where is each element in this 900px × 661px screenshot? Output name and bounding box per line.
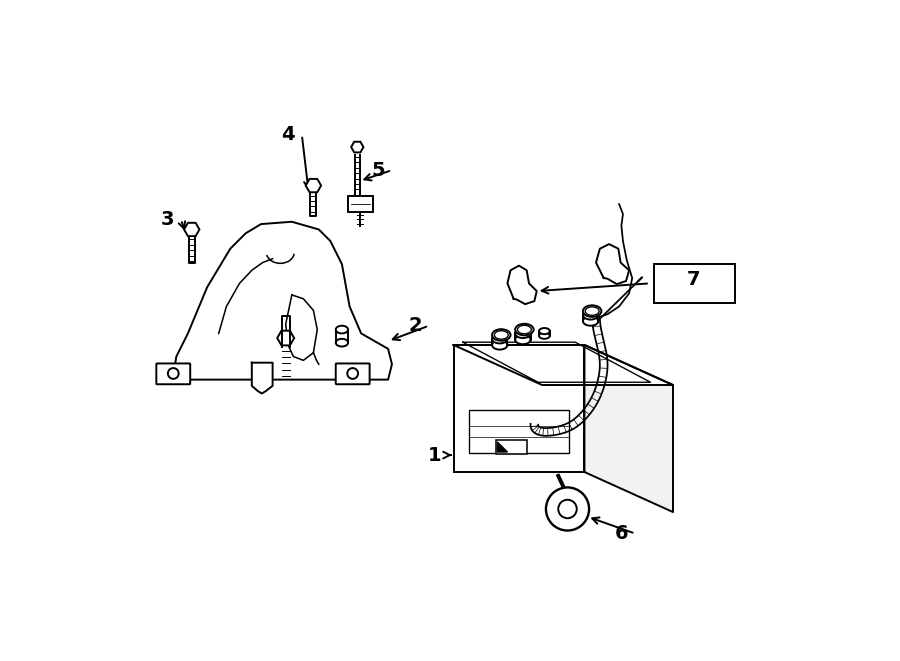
Ellipse shape	[492, 334, 508, 344]
Ellipse shape	[539, 332, 550, 339]
FancyBboxPatch shape	[157, 364, 190, 384]
Bar	[496, 440, 526, 453]
Ellipse shape	[539, 328, 550, 334]
Text: 3: 3	[160, 210, 174, 229]
Bar	[348, 196, 373, 212]
Polygon shape	[285, 295, 318, 360]
Ellipse shape	[583, 310, 599, 319]
Circle shape	[168, 368, 179, 379]
Ellipse shape	[585, 307, 599, 315]
Polygon shape	[584, 345, 673, 512]
Ellipse shape	[494, 330, 508, 339]
Ellipse shape	[515, 329, 531, 338]
Polygon shape	[498, 442, 508, 452]
Text: 1: 1	[428, 446, 441, 465]
Polygon shape	[252, 363, 273, 393]
Ellipse shape	[515, 324, 534, 335]
Text: 6: 6	[615, 524, 628, 543]
Circle shape	[558, 500, 577, 518]
Text: 2: 2	[409, 316, 422, 335]
Polygon shape	[508, 266, 536, 304]
Ellipse shape	[492, 340, 508, 350]
Ellipse shape	[518, 325, 531, 334]
Bar	[653, 264, 734, 303]
Bar	[469, 410, 569, 453]
Text: 7: 7	[687, 270, 700, 289]
Circle shape	[546, 487, 590, 531]
Ellipse shape	[492, 329, 510, 340]
FancyBboxPatch shape	[336, 364, 370, 384]
Ellipse shape	[336, 339, 348, 346]
Ellipse shape	[583, 305, 601, 317]
Polygon shape	[454, 345, 584, 472]
Circle shape	[347, 368, 358, 379]
Ellipse shape	[336, 326, 348, 333]
Ellipse shape	[583, 317, 599, 326]
Text: 4: 4	[281, 126, 295, 144]
Ellipse shape	[515, 335, 531, 344]
Polygon shape	[596, 244, 629, 284]
Polygon shape	[173, 222, 392, 379]
Polygon shape	[454, 345, 673, 385]
Text: 5: 5	[372, 161, 385, 180]
